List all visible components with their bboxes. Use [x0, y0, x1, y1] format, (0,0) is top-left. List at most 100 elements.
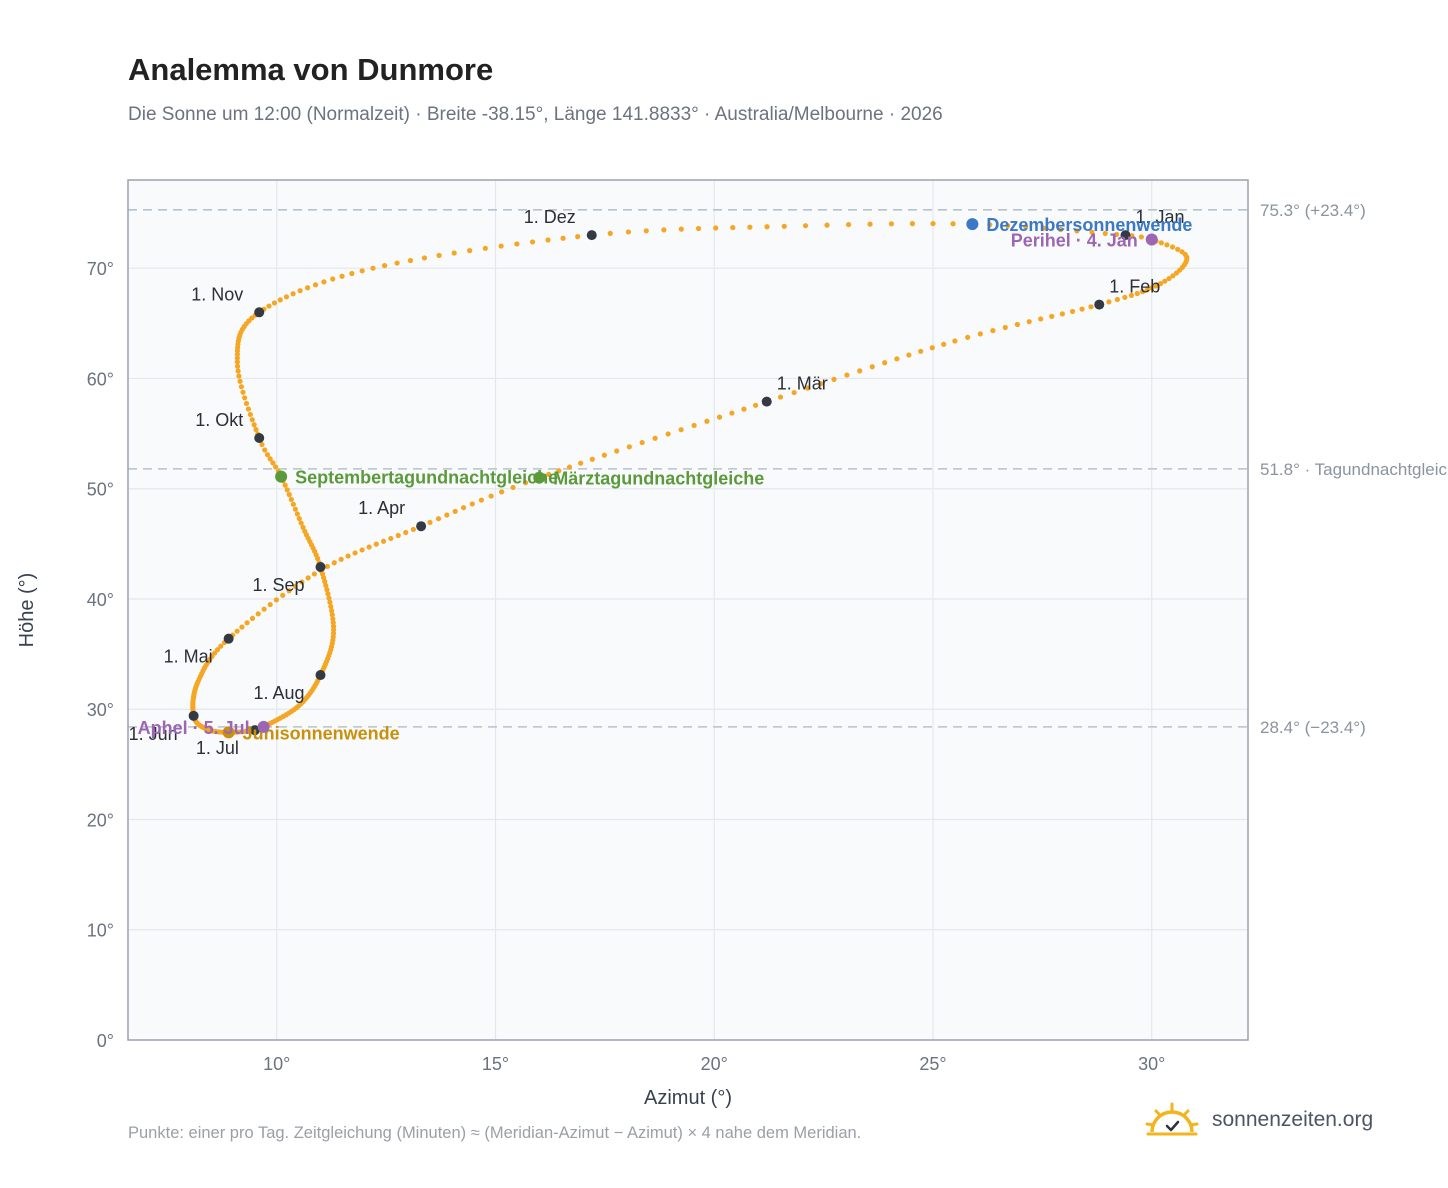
month-marker	[1094, 299, 1105, 310]
day-point	[238, 384, 245, 390]
day-point	[665, 431, 671, 437]
plot-area	[128, 180, 1248, 1040]
reference-lines: 75.3° (+23.4°) 51.8° · Tagundnachtgleiche…	[128, 201, 1448, 737]
day-point	[196, 722, 202, 728]
day-point	[499, 489, 505, 495]
day-point	[1175, 246, 1181, 252]
day-point	[218, 729, 224, 735]
day-point	[469, 501, 475, 507]
y-tick-label: 30°	[87, 700, 114, 720]
day-point	[510, 484, 516, 491]
day-point	[329, 640, 335, 647]
day-point	[381, 263, 388, 269]
event-marker	[1145, 233, 1158, 246]
day-point	[243, 321, 249, 327]
day-point	[234, 363, 241, 369]
day-point	[1166, 275, 1172, 282]
brand[interactable]: sonnenzeiten.org	[1144, 1100, 1373, 1140]
day-point	[380, 538, 387, 544]
day-point	[220, 729, 226, 735]
day-point	[327, 599, 333, 605]
day-point	[261, 724, 267, 730]
day-point	[310, 545, 316, 551]
month-label: 1. Mai	[164, 647, 213, 667]
day-point	[290, 501, 296, 507]
day-point	[328, 644, 335, 650]
day-point	[1089, 229, 1095, 235]
day-point	[639, 439, 645, 446]
day-point	[244, 620, 250, 626]
month-marker	[188, 710, 199, 721]
day-point	[1023, 224, 1029, 230]
day-point	[322, 661, 328, 668]
day-point	[271, 300, 278, 306]
day-point	[235, 341, 241, 347]
day-point	[235, 344, 241, 351]
day-point	[1169, 244, 1176, 250]
day-point	[207, 656, 213, 662]
day-point	[1079, 306, 1085, 312]
day-point	[478, 497, 484, 503]
y-tick-label: 20°	[87, 810, 114, 830]
y-tick-label: 40°	[87, 590, 114, 610]
day-point	[270, 460, 276, 466]
day-point	[292, 583, 299, 589]
day-point	[191, 690, 197, 696]
day-point	[190, 699, 196, 705]
day-point	[427, 519, 433, 526]
day-point	[328, 647, 334, 653]
day-point	[234, 729, 240, 735]
day-point	[418, 523, 424, 529]
day-point	[292, 506, 298, 512]
day-point	[1181, 262, 1188, 268]
day-point	[950, 221, 956, 227]
day-point	[239, 624, 245, 630]
day-point	[226, 636, 232, 642]
day-point	[716, 414, 723, 420]
day-point	[319, 669, 325, 676]
month-marker	[223, 633, 234, 644]
day-point	[373, 541, 379, 547]
day-point	[223, 729, 229, 735]
day-point	[729, 410, 735, 416]
day-point	[239, 729, 246, 735]
month-label: 1. Mär	[777, 374, 828, 394]
day-point	[764, 224, 770, 230]
brand-name[interactable]: sonnenzeiten.org	[1212, 1108, 1374, 1131]
day-point	[190, 708, 196, 714]
day-point	[310, 685, 316, 692]
day-point	[273, 464, 279, 470]
grid-lines	[128, 180, 1248, 1041]
day-point	[747, 224, 753, 230]
day-point	[201, 665, 208, 671]
day-point	[824, 222, 830, 228]
day-point	[326, 653, 332, 659]
day-point	[261, 606, 267, 612]
day-point	[302, 697, 308, 703]
day-point	[200, 668, 206, 674]
month-marker	[315, 670, 326, 681]
day-point	[246, 318, 252, 324]
day-point	[536, 475, 542, 481]
day-point	[191, 715, 197, 721]
day-point	[296, 703, 302, 709]
day-point	[312, 282, 319, 288]
day-point	[278, 473, 284, 480]
event-marker	[222, 726, 235, 739]
day-point	[867, 221, 873, 227]
day-point	[250, 727, 256, 734]
day-point	[330, 630, 337, 637]
day-point	[1182, 251, 1188, 258]
day-point	[909, 221, 916, 227]
day-point	[1040, 225, 1047, 231]
day-point	[1128, 292, 1135, 298]
day-point	[1026, 319, 1032, 325]
month-marker	[315, 562, 326, 572]
day-point	[190, 706, 196, 713]
day-point	[607, 230, 613, 236]
month-marker	[1120, 230, 1131, 241]
day-point	[236, 373, 242, 379]
event-label: Märztagundnachtgleiche	[553, 469, 764, 489]
month-label: 1. Aug	[253, 683, 304, 703]
